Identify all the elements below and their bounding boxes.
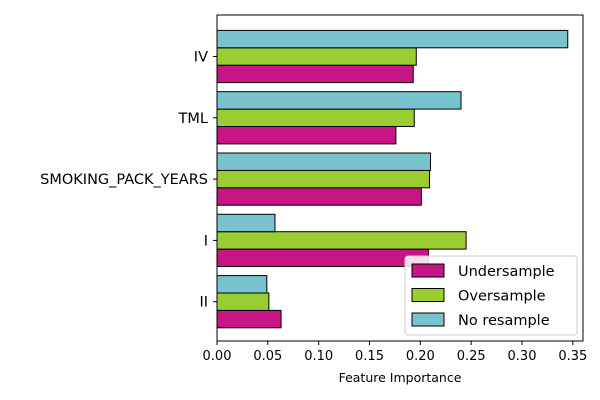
bar-ii-undersample (216, 309, 282, 329)
plot-frame (216, 14, 584, 342)
legend-swatch (411, 263, 445, 278)
legend-label: Oversample (458, 289, 546, 305)
x-tick-label: 0.05 (253, 349, 282, 364)
x-tick-label: 0.00 (203, 349, 232, 364)
y-category-label: IV (194, 50, 208, 66)
bar-smoking-pack-years-undersample (216, 187, 422, 206)
y-category-label: II (199, 295, 208, 311)
bar-tml-no-resample (216, 91, 462, 110)
bar-ii-no-resample (216, 275, 268, 294)
legend-label: No resample (458, 313, 550, 329)
bar-i-no-resample (216, 213, 276, 233)
bar-iv-undersample (216, 64, 414, 84)
legend-swatch (411, 312, 445, 327)
bar-tml-undersample (216, 126, 397, 145)
y-category-label: SMOKING_PACK_YEARS (40, 172, 208, 188)
bar-tml-oversample (216, 108, 415, 127)
y-category-label: TML (178, 111, 208, 127)
x-tick-label: 0.15 (355, 349, 384, 364)
x-axis: 0.00 0.05 0.10 0.15 0.20 0.25 0.30 0.35 (203, 341, 587, 364)
x-tick-label: 0.25 (457, 349, 486, 364)
x-tick-label: 0.20 (406, 349, 435, 364)
x-tick-label: 0.10 (304, 349, 333, 364)
bar-ii-oversample (216, 292, 270, 311)
bar-smoking-pack-years-no-resample (216, 152, 431, 171)
x-tick-label: 0.30 (508, 349, 537, 364)
bar-i-undersample (216, 248, 429, 268)
x-tick-label: 0.35 (558, 349, 587, 364)
legend-box (404, 255, 578, 336)
legend: Undersample Oversample No resample (404, 255, 578, 336)
bar-smoking-pack-years-oversample (216, 169, 430, 189)
bar-iv-oversample (216, 47, 417, 66)
bar-iv-no-resample (216, 29, 569, 49)
legend-swatch (411, 288, 445, 302)
y-category-label: I (204, 233, 208, 249)
legend-label: Undersample (458, 264, 555, 280)
x-axis-title: Feature Importance (339, 370, 462, 385)
bar-i-oversample (216, 231, 467, 250)
